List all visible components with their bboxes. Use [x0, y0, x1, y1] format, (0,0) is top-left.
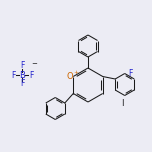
Text: F: F	[129, 69, 133, 78]
Text: F: F	[11, 71, 15, 79]
Text: +: +	[73, 71, 78, 76]
Text: −: −	[31, 61, 37, 67]
Text: F: F	[20, 79, 24, 88]
Text: F: F	[20, 62, 24, 71]
Text: B: B	[19, 71, 25, 79]
Text: O: O	[67, 72, 74, 81]
Text: F: F	[29, 71, 33, 79]
Text: I: I	[121, 98, 124, 107]
